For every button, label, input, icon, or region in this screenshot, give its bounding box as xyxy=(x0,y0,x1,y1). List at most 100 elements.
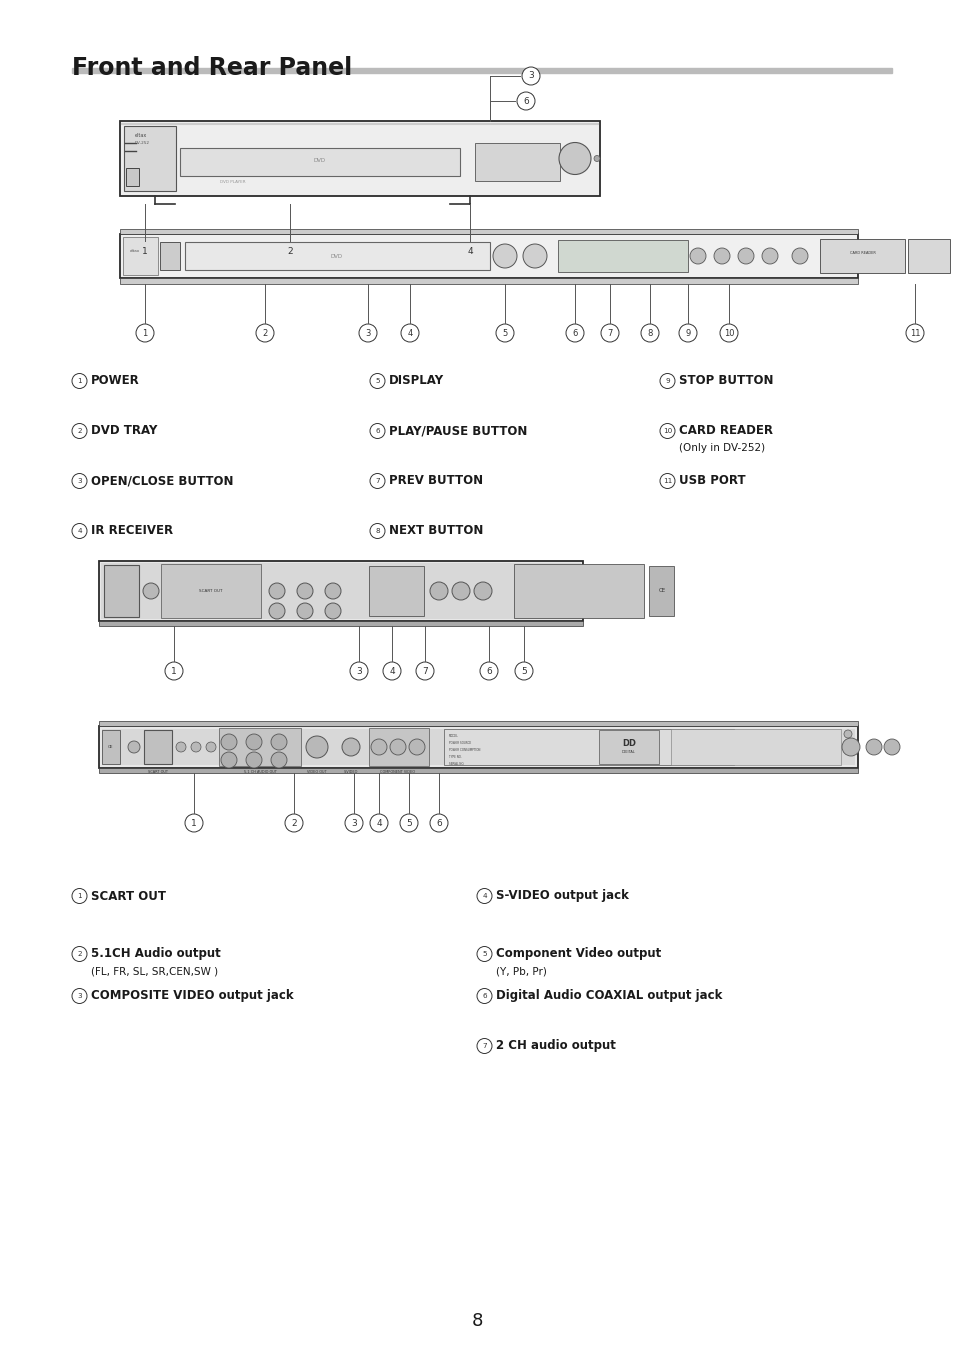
Circle shape xyxy=(71,423,87,439)
Circle shape xyxy=(71,473,87,489)
Circle shape xyxy=(905,324,923,342)
Circle shape xyxy=(325,603,340,619)
Circle shape xyxy=(71,889,87,904)
Circle shape xyxy=(269,603,285,619)
Text: DVD: DVD xyxy=(314,158,326,163)
Circle shape xyxy=(476,889,492,904)
Text: DISPLAY: DISPLAY xyxy=(389,374,444,388)
Bar xyxy=(514,563,643,617)
Text: DD: DD xyxy=(621,739,636,747)
Text: 3: 3 xyxy=(355,666,361,676)
Bar xyxy=(99,561,582,621)
Text: 1: 1 xyxy=(171,666,176,676)
Circle shape xyxy=(689,249,705,263)
Circle shape xyxy=(271,734,287,750)
Text: TYPE NO.: TYPE NO. xyxy=(449,755,461,759)
Text: DV-252: DV-252 xyxy=(135,141,150,145)
Circle shape xyxy=(341,738,359,757)
Bar xyxy=(71,68,891,73)
Text: eltax: eltax xyxy=(135,132,147,138)
Circle shape xyxy=(738,249,753,263)
Circle shape xyxy=(191,742,201,753)
Circle shape xyxy=(476,989,492,1004)
Circle shape xyxy=(221,734,236,750)
Text: 4: 4 xyxy=(407,328,413,338)
Bar xyxy=(102,730,120,765)
Text: CE: CE xyxy=(108,744,113,748)
Circle shape xyxy=(71,373,87,389)
Circle shape xyxy=(71,947,87,962)
Bar xyxy=(475,143,559,181)
Circle shape xyxy=(370,523,385,539)
Text: Component Video output: Component Video output xyxy=(496,947,660,961)
Text: 10: 10 xyxy=(723,328,734,338)
Circle shape xyxy=(370,473,385,489)
Circle shape xyxy=(865,739,882,755)
Circle shape xyxy=(325,584,340,598)
Circle shape xyxy=(883,739,899,755)
Text: 2: 2 xyxy=(77,428,82,434)
Bar xyxy=(161,563,261,617)
Text: 5: 5 xyxy=(502,328,507,338)
Text: 5: 5 xyxy=(481,951,486,957)
Circle shape xyxy=(476,1039,492,1054)
Bar xyxy=(99,721,857,725)
Circle shape xyxy=(206,742,215,753)
Circle shape xyxy=(136,242,153,259)
Circle shape xyxy=(416,662,434,680)
Circle shape xyxy=(358,324,376,342)
Text: 2: 2 xyxy=(262,328,268,338)
Circle shape xyxy=(246,734,262,750)
Circle shape xyxy=(296,584,313,598)
Text: DVD TRAY: DVD TRAY xyxy=(91,424,157,438)
Circle shape xyxy=(185,815,203,832)
Bar xyxy=(185,242,490,270)
Text: 3: 3 xyxy=(351,819,356,828)
Text: 1: 1 xyxy=(142,246,148,255)
Circle shape xyxy=(720,324,738,342)
Circle shape xyxy=(791,249,807,263)
Text: 10: 10 xyxy=(662,428,672,434)
Text: 8: 8 xyxy=(375,528,379,534)
Bar xyxy=(648,566,673,616)
Text: SCART OUT: SCART OUT xyxy=(148,770,168,774)
Bar xyxy=(102,730,854,765)
Text: 4: 4 xyxy=(481,893,486,898)
Text: COMPOSITE VIDEO output jack: COMPOSITE VIDEO output jack xyxy=(91,989,294,1002)
Circle shape xyxy=(452,582,470,600)
Text: 3: 3 xyxy=(365,328,371,338)
Bar xyxy=(558,240,687,272)
Bar xyxy=(670,730,841,765)
Text: 6: 6 xyxy=(572,328,578,338)
Circle shape xyxy=(370,423,385,439)
Text: 6: 6 xyxy=(486,666,492,676)
Bar xyxy=(120,230,857,234)
Text: POWER: POWER xyxy=(91,374,139,388)
Text: 3: 3 xyxy=(528,72,534,81)
Text: 2: 2 xyxy=(77,951,82,957)
Circle shape xyxy=(517,92,535,109)
Text: SCART OUT: SCART OUT xyxy=(199,589,222,593)
Text: 1: 1 xyxy=(191,819,196,828)
Text: SERIAL NO.: SERIAL NO. xyxy=(449,762,464,766)
Text: 6: 6 xyxy=(375,428,379,434)
Bar xyxy=(369,566,423,616)
Circle shape xyxy=(479,662,497,680)
Circle shape xyxy=(565,324,583,342)
Text: 7: 7 xyxy=(421,666,428,676)
Bar xyxy=(99,767,857,773)
Circle shape xyxy=(71,989,87,1004)
Text: DVD: DVD xyxy=(331,254,343,258)
Text: CARD READER: CARD READER xyxy=(679,424,772,438)
Text: PLAY/PAUSE BUTTON: PLAY/PAUSE BUTTON xyxy=(389,424,527,438)
Text: SCART OUT: SCART OUT xyxy=(91,889,166,902)
Circle shape xyxy=(269,584,285,598)
Circle shape xyxy=(430,582,448,600)
Circle shape xyxy=(400,324,418,342)
Circle shape xyxy=(136,324,153,342)
Bar xyxy=(123,236,158,276)
Bar xyxy=(120,234,857,278)
Text: IR RECEIVER: IR RECEIVER xyxy=(91,524,172,538)
Circle shape xyxy=(640,324,659,342)
Circle shape xyxy=(761,249,778,263)
